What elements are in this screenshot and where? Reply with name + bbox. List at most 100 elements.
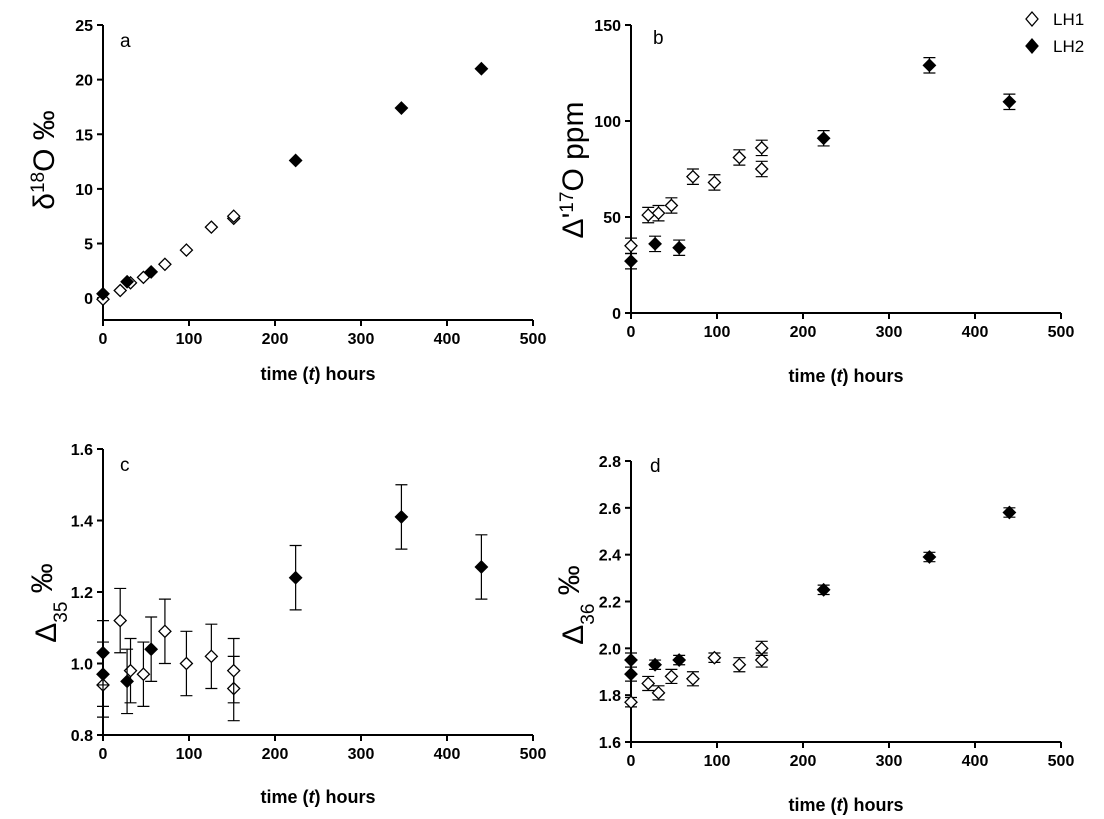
data-point-lh1 bbox=[158, 624, 172, 639]
data-point-lh1 bbox=[123, 663, 138, 678]
data-point-lh2 bbox=[1002, 94, 1017, 109]
data-point-lh1 bbox=[641, 208, 656, 222]
x-tick-label: 200 bbox=[262, 331, 289, 348]
panel-a: 0 100 200 300 400 500 0 5 10 15 20 25 a time (t) ho… bbox=[28, 18, 547, 384]
data-point-lh1 bbox=[136, 270, 151, 285]
data-point-lh2 bbox=[144, 642, 159, 657]
y-tick-label: 150 bbox=[594, 18, 621, 35]
legend-lh2-marker bbox=[1025, 38, 1039, 54]
panel-a-plot: 0 100 200 300 400 500 0 5 10 15 20 25 bbox=[75, 18, 546, 348]
y-tick-label: 1.2 bbox=[71, 585, 93, 602]
data-point-lh2 bbox=[96, 286, 110, 301]
y-tick-label: 1.6 bbox=[599, 735, 621, 752]
data-point-lh2 bbox=[624, 254, 638, 269]
data-point-lh1 bbox=[686, 169, 700, 184]
data-point-lh2 bbox=[648, 236, 662, 251]
data-point-lh1 bbox=[664, 198, 679, 213]
data-point-lh1 bbox=[651, 685, 666, 700]
data-point-lh1 bbox=[686, 671, 700, 686]
data-point-lh1 bbox=[707, 175, 722, 190]
data-point-lh1 bbox=[624, 695, 638, 710]
data-point-lh1 bbox=[136, 667, 151, 682]
x-tick-label: 100 bbox=[176, 746, 203, 763]
x-tick-label: 300 bbox=[348, 331, 375, 348]
panel-c: 0 100 200 300 400 500 0.8 1.0 1.2 1.4 1.6 c time (… bbox=[26, 442, 546, 807]
y-tick-label: 50 bbox=[603, 210, 621, 227]
data-point-lh2 bbox=[672, 653, 687, 667]
data-point-lh1 bbox=[113, 283, 128, 298]
y-tick-label: 1.4 bbox=[71, 514, 93, 531]
y-tick-label: 2.2 bbox=[599, 595, 621, 612]
x-tick-label: 300 bbox=[348, 746, 375, 763]
x-tick-label: 400 bbox=[434, 746, 461, 763]
y-tick-label: 1.6 bbox=[71, 442, 93, 459]
x-tick-label: 0 bbox=[99, 331, 108, 348]
y-tick-label: 0 bbox=[84, 291, 93, 308]
y-tick-label: 25 bbox=[75, 18, 93, 35]
data-point-lh2 bbox=[288, 153, 303, 168]
data-point-lh1 bbox=[204, 220, 219, 235]
x-tick-label: 400 bbox=[962, 324, 989, 341]
x-tick-label: 500 bbox=[520, 331, 547, 348]
legend-lh2-label: LH2 bbox=[1053, 37, 1084, 56]
data-point-lh2 bbox=[144, 265, 159, 279]
panel-b-letter: b bbox=[653, 28, 664, 49]
panel-c-xlabel: time (t) hours bbox=[260, 787, 375, 807]
data-point-lh1 bbox=[754, 641, 769, 656]
data-point-lh2 bbox=[394, 510, 409, 524]
panel-a-letter: a bbox=[120, 31, 131, 52]
x-tick-label: 200 bbox=[790, 753, 817, 770]
y-tick-label: 2.6 bbox=[599, 501, 621, 518]
data-point-lh1 bbox=[732, 657, 747, 672]
data-point-lh1 bbox=[158, 257, 172, 272]
x-tick-label: 200 bbox=[262, 746, 289, 763]
data-point-lh2 bbox=[922, 58, 937, 73]
panel-c-ylabel: Δ35 ‰ bbox=[26, 563, 72, 643]
data-point-lh2 bbox=[624, 667, 638, 682]
x-tick-label: 300 bbox=[876, 753, 903, 770]
data-point-lh2 bbox=[672, 240, 687, 255]
data-point-lh2 bbox=[1002, 505, 1017, 520]
panel-b-plot: 0 100 200 300 400 500 0 50 100 150 bbox=[594, 18, 1074, 341]
x-tick-label: 100 bbox=[176, 331, 203, 348]
panel-a-xlabel: time (t) hours bbox=[260, 364, 375, 384]
data-point-lh1 bbox=[754, 162, 769, 176]
y-tick-label: 1.8 bbox=[599, 688, 621, 705]
panel-d-plot: 0 100 200 300 400 500 1.6 1.8 2.0 2.2 2.4 2.6 2.8 bbox=[599, 454, 1075, 770]
y-tick-label: 2.0 bbox=[599, 641, 621, 658]
x-tick-label: 100 bbox=[704, 324, 731, 341]
y-tick-label: 1.0 bbox=[71, 657, 93, 674]
x-tick-label: 0 bbox=[627, 753, 636, 770]
panel-c-plot: 0 100 200 300 400 500 0.8 1.0 1.2 1.4 1.6 bbox=[71, 442, 547, 763]
y-tick-label: 5 bbox=[84, 237, 93, 254]
y-tick-label: 2.4 bbox=[599, 548, 621, 565]
panel-b-xlabel: time (t) hours bbox=[788, 366, 903, 386]
panel-d-ylabel: Δ36 ‰ bbox=[553, 565, 599, 645]
data-point-lh1 bbox=[179, 243, 194, 257]
panel-b: 0 100 200 300 400 500 0 50 100 150 b time (t) hou… bbox=[557, 10, 1085, 386]
y-tick-label: 15 bbox=[75, 127, 93, 144]
data-point-lh1 bbox=[113, 613, 128, 628]
x-tick-label: 0 bbox=[99, 746, 108, 763]
panel-a-ylabel: δ18O ‰ bbox=[28, 110, 62, 210]
y-tick-label: 10 bbox=[75, 182, 93, 199]
data-point-lh2 bbox=[288, 570, 303, 585]
y-tick-label: 0.8 bbox=[71, 728, 93, 745]
x-tick-label: 500 bbox=[1048, 753, 1075, 770]
y-tick-label: 2.8 bbox=[599, 454, 621, 471]
data-point-lh2 bbox=[624, 653, 638, 667]
data-point-lh2 bbox=[96, 645, 110, 660]
data-point-lh1 bbox=[754, 140, 769, 155]
x-tick-label: 200 bbox=[790, 324, 817, 341]
x-tick-label: 500 bbox=[520, 746, 547, 763]
data-point-lh2 bbox=[120, 274, 134, 289]
y-tick-label: 100 bbox=[594, 114, 621, 131]
data-point-lh1 bbox=[651, 206, 666, 221]
data-point-lh1 bbox=[226, 209, 241, 224]
x-tick-label: 100 bbox=[704, 753, 731, 770]
data-point-lh2 bbox=[816, 582, 831, 597]
data-point-lh1 bbox=[707, 650, 722, 665]
data-point-lh2 bbox=[120, 674, 134, 689]
